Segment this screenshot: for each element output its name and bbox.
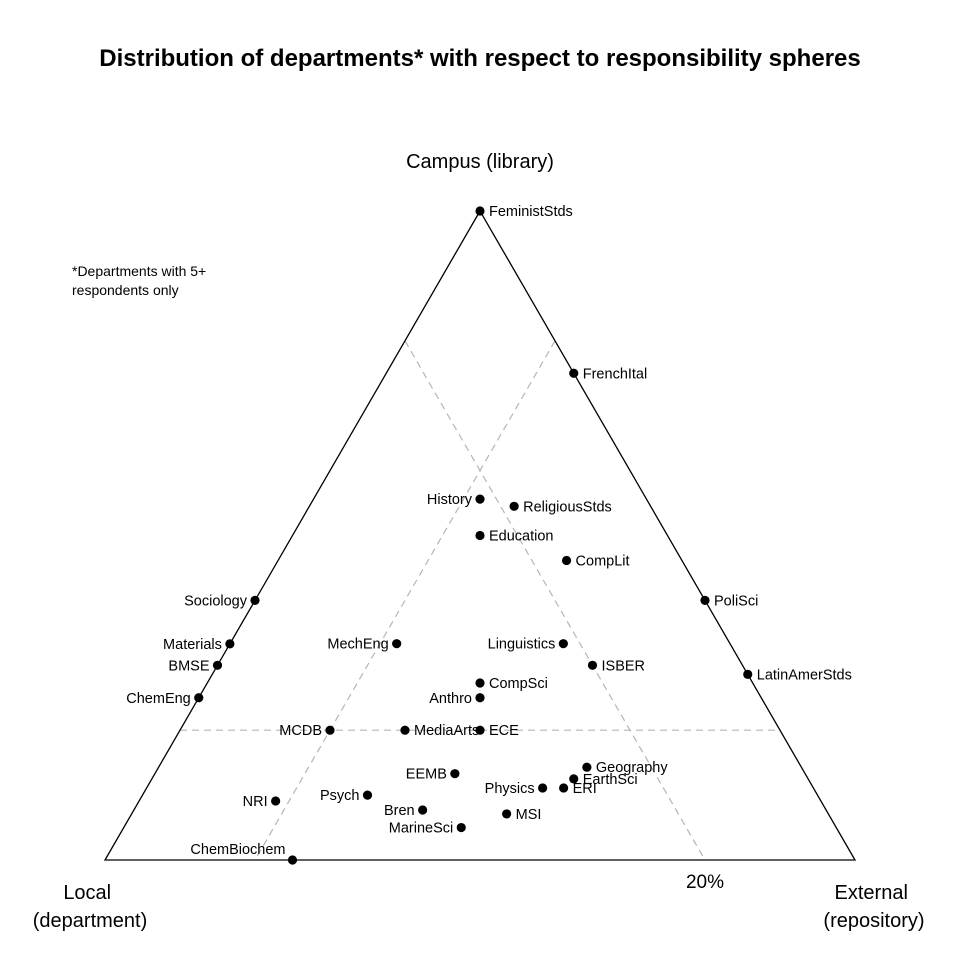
data-point-earthsci [569,774,579,784]
reference-percent-label: 20% [686,872,724,893]
data-point-frenchital [569,368,579,378]
point-label-polisci: PoliSci [714,593,758,609]
data-point-history [475,494,485,504]
point-label-education: Education [489,529,554,545]
footnote-line-1: *Departments with 5+ [72,263,206,279]
point-label-bmse: BMSE [168,658,209,674]
data-point-compsci [475,678,485,688]
data-point-chemeng [194,693,204,703]
data-point-msi [502,809,512,819]
point-label-psych: Psych [320,788,360,804]
point-label-complit: CompLit [576,553,630,569]
reference-line-local [404,340,706,861]
point-label-frenchital: FrenchItal [583,366,647,382]
vertex-label-local-line-2: (department) [33,910,148,932]
vertex-label-local: Local (department) [33,882,148,932]
data-point-bren [418,805,428,815]
point-label-eri: ERI [573,781,597,797]
point-label-msi: MSI [516,807,542,823]
point-label-ece: ECE [489,723,519,739]
data-point-complit [561,555,572,566]
chart-title: Distribution of departments* with respec… [99,45,860,72]
data-point-mediaarts [400,725,410,735]
point-label-isber: ISBER [602,658,646,674]
point-label-latinamerstds: LatinAmerStds [757,667,852,683]
point-label-mecheng: MechEng [327,637,388,653]
point-label-physics: Physics [485,781,535,797]
reference-lines [180,340,780,861]
data-point-materials [225,639,235,649]
point-label-chemeng: ChemEng [126,691,190,707]
point-label-geography: Geography [596,760,668,776]
point-label-nri: NRI [243,794,268,810]
data-point-polisci [700,595,710,606]
data-point-physics [538,783,548,793]
vertex-label-campus: Campus (library) [406,151,554,173]
point-label-mcdb: MCDB [279,723,322,739]
point-label-earthsci: EarthSci [583,772,638,788]
point-label-compsci: CompSci [489,676,548,692]
data-point-isber [587,660,598,670]
footnote-line-2: respondents only [72,282,179,298]
data-point-marinesci [456,822,466,833]
point-label-mediaarts: MediaArts [414,723,479,739]
data-point-feministstds [475,206,485,216]
data-point-sociology [250,595,260,606]
point-label-bren: Bren [384,803,415,819]
triangle-frame [103,209,857,861]
vertex-label-external: External (repository) [823,882,924,932]
data-point-nri [271,796,281,806]
point-label-history: History [427,492,473,508]
point-label-feministstds: FeministStds [489,204,573,220]
data-point-psych [362,790,373,800]
data-point-linguistics [558,639,568,649]
triangle-outline [103,209,857,861]
data-point-mcdb [325,725,335,735]
point-label-materials: Materials [163,637,222,653]
data-point-ece [475,725,485,735]
data-point-religiousstds [509,501,519,511]
vertex-label-local-line-1: Local [63,882,111,904]
point-label-religiousstds: ReligiousStds [523,499,612,515]
data-point-anthro [475,693,485,703]
footnote: *Departments with 5+ respondents only [72,263,210,298]
vertex-label-external-line-2: (repository) [823,910,924,932]
point-label-sociology: Sociology [184,593,248,609]
data-point-geography [582,762,592,772]
data-point-chembiochem [287,855,298,865]
vertex-label-external-line-1: External [835,882,908,904]
point-label-anthro: Anthro [429,691,472,707]
point-label-chembiochem: ChemBiochem [190,842,285,858]
data-point-eemb [450,769,460,779]
point-label-eemb: EEMB [406,767,447,783]
data-point-latinamerstds [743,669,753,679]
data-points: FeministStds FrenchItal History ReligiousSt… [126,204,852,865]
data-point-mecheng [392,639,402,649]
point-label-linguistics: Linguistics [488,637,556,653]
data-point-eri [559,783,569,793]
point-label-marinesci: MarineSci [389,821,453,837]
data-point-education [475,530,485,541]
data-point-bmse [212,660,223,670]
reference-line-external [254,340,556,861]
